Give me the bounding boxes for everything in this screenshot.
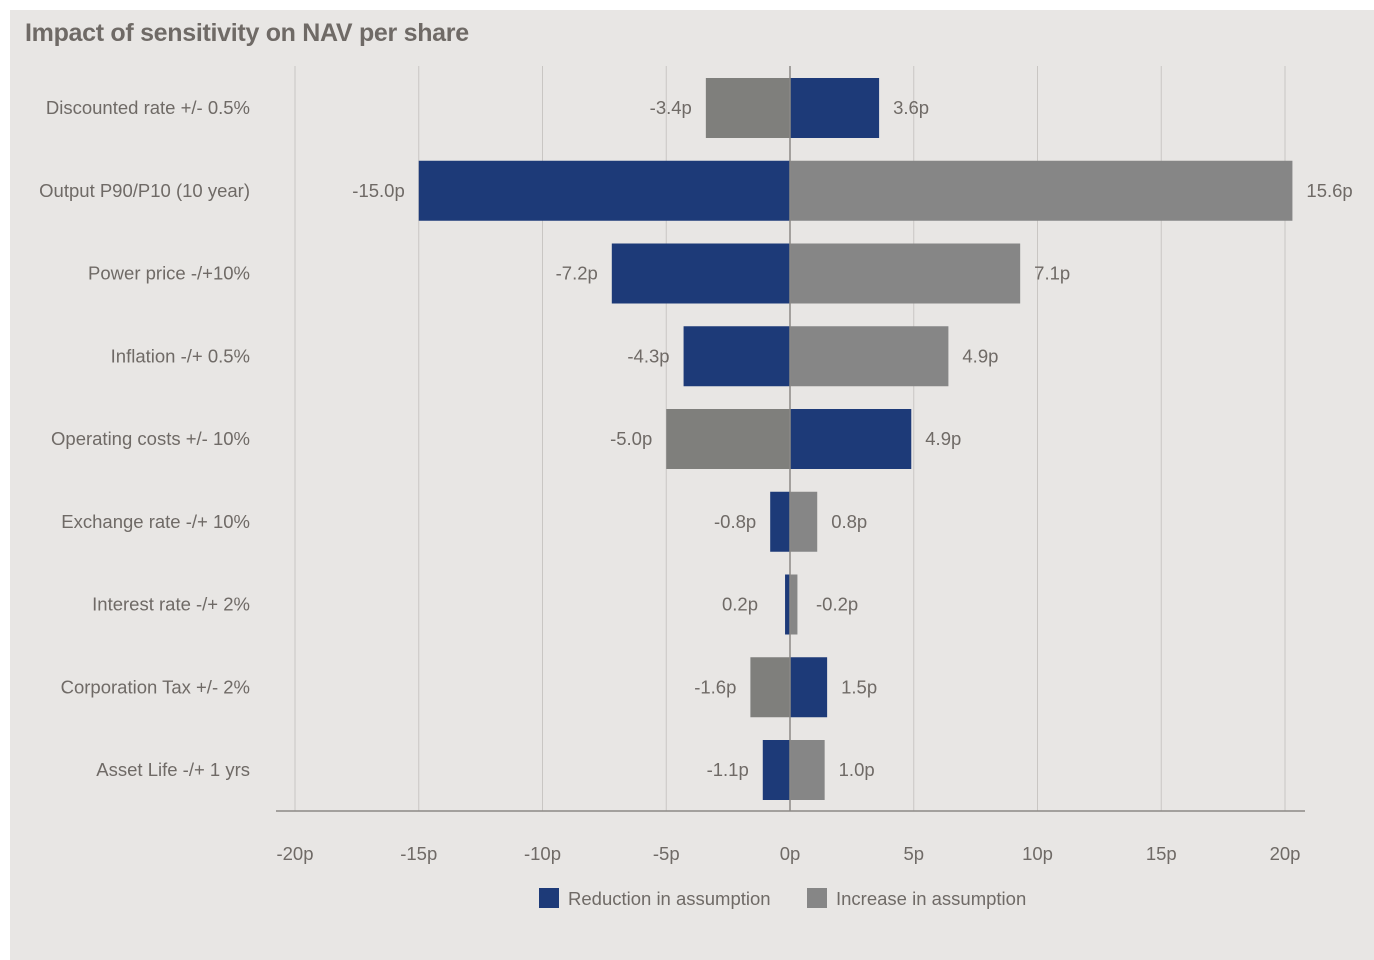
bar-reduction	[790, 657, 828, 718]
chart-title: Impact of sensitivity on NAV per share	[25, 19, 469, 47]
bar-reduction	[418, 160, 790, 221]
category-label: Corporation Tax +/- 2%	[61, 676, 250, 697]
bar-increase	[790, 160, 1293, 221]
data-label-right: 0.8p	[831, 511, 867, 532]
bar-increase	[705, 78, 790, 138]
bar-reduction	[683, 326, 790, 387]
x-tick-label: -5p	[653, 843, 680, 864]
data-label-left: -0.8p	[714, 511, 756, 532]
bar-reduction	[611, 243, 790, 304]
x-tick-label: -10p	[524, 843, 561, 864]
data-label-right: 4.9p	[962, 345, 998, 366]
bar-increase	[666, 409, 790, 469]
legend-swatch-increase	[807, 888, 827, 908]
bars	[418, 78, 1293, 800]
data-label-right: 15.6p	[1306, 180, 1352, 201]
bar-reduction	[785, 574, 790, 635]
data-label-left: -5.0p	[610, 428, 652, 449]
x-tick-label: 20p	[1270, 843, 1301, 864]
bar-increase	[750, 657, 790, 718]
category-label: Inflation -/+ 0.5%	[111, 345, 250, 366]
data-label-right: 3.6p	[893, 97, 929, 118]
bar-reduction	[762, 740, 790, 800]
x-tick-label: -15p	[400, 843, 437, 864]
data-label-left: 0.2p	[722, 594, 758, 615]
bar-reduction	[790, 78, 880, 138]
data-label-right: 1.0p	[839, 759, 875, 780]
legend: Reduction in assumption Increase in assum…	[539, 888, 1026, 909]
x-tick-label: 0p	[780, 843, 801, 864]
category-label: Operating costs +/- 10%	[51, 428, 250, 449]
bar-increase	[790, 326, 949, 387]
data-label-left: -3.4p	[650, 97, 692, 118]
category-label: Discounted rate +/- 0.5%	[46, 97, 250, 118]
bar-increase	[790, 491, 818, 552]
data-label-left: -4.3p	[627, 345, 669, 366]
data-label-left: -15.0p	[352, 180, 404, 201]
data-label-right: 4.9p	[925, 428, 961, 449]
chart-panel: Impact of sensitivity on NAV per share -…	[10, 10, 1374, 960]
legend-label-reduction: Reduction in assumption	[568, 888, 771, 909]
labels: -20p -15p -10p -5p 0p 5p 10p 15p 20p Discounted r…	[39, 97, 1353, 864]
bar-increase	[790, 574, 798, 635]
bar-reduction	[790, 409, 912, 469]
x-tick-label: 15p	[1146, 843, 1177, 864]
data-label-left: -1.6p	[694, 676, 736, 697]
legend-swatch-reduction	[539, 888, 559, 908]
data-label-right: 1.5p	[841, 676, 877, 697]
category-label: Power price -/+10%	[88, 263, 250, 284]
bar-reduction	[770, 491, 790, 552]
bar-increase	[790, 243, 1021, 304]
x-tick-label: 5p	[903, 843, 924, 864]
data-label-right: -0.2p	[816, 594, 858, 615]
category-label: Asset Life -/+ 1 yrs	[96, 759, 250, 780]
data-label-right: 7.1p	[1034, 263, 1070, 284]
x-tick-label: -20p	[276, 843, 313, 864]
category-label: Interest rate -/+ 2%	[92, 594, 250, 615]
legend-label-increase: Increase in assumption	[836, 888, 1026, 909]
tornado-chart: -20p -15p -10p -5p 0p 5p 10p 15p 20p Discounted r…	[39, 66, 1353, 909]
data-label-left: -1.1p	[707, 759, 749, 780]
axes	[276, 66, 1305, 812]
category-label: Exchange rate -/+ 10%	[61, 511, 250, 532]
x-tick-label: 10p	[1022, 843, 1053, 864]
data-label-left: -7.2p	[556, 263, 598, 284]
category-label: Output P90/P10 (10 year)	[39, 180, 250, 201]
bar-increase	[790, 740, 825, 800]
